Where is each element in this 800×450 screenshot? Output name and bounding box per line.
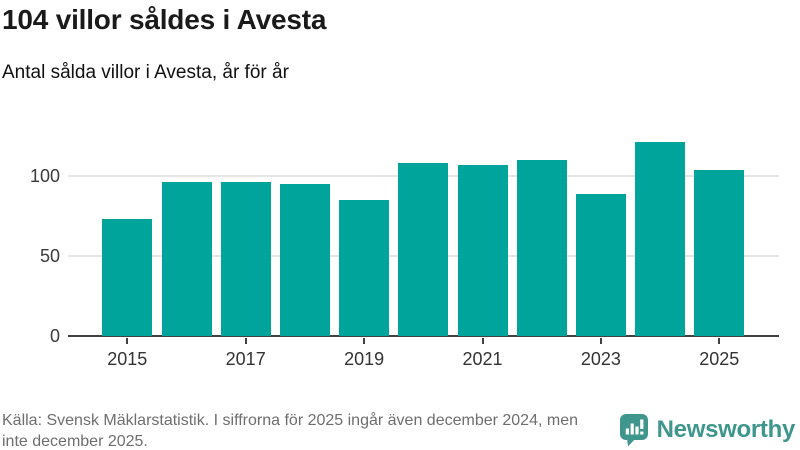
bar-2015 [102,219,153,336]
x-axis-label-2017: 2017 [225,349,266,369]
source-note-line2: inte december 2025. [2,433,148,450]
bar-2022 [516,160,567,336]
x-tick-2023 [599,338,602,344]
bar-2017 [220,182,271,336]
x-axis-line [68,335,779,337]
bar-2023 [575,193,626,336]
bar-2019 [339,200,390,336]
x-tick-2021 [481,338,484,344]
source-note-line1: Källa: Svensk Mäklarstatistik. I siffror… [2,412,578,429]
bar-2021 [457,164,508,336]
y-axis-label-0: 0 [49,326,60,346]
x-tick-2015 [126,338,129,344]
x-axis-label-2025: 2025 [699,349,740,369]
newsworthy-wordmark: Newsworthy [656,416,796,443]
newsworthy-logo: Newsworthy [619,413,795,447]
source-note: Källa: Svensk Mäklarstatistik. I siffror… [2,410,662,450]
bar-chart: 0 50 100 2015 2017 2019 2021 2023 2025 [0,130,800,380]
bar-2024 [635,142,686,336]
bar-2016 [161,182,212,336]
chart-title: 104 villor såldes i Avesta [2,4,327,35]
x-axis-label-2015: 2015 [107,349,148,369]
x-axis-label-2021: 2021 [462,349,503,369]
newsworthy-logo-icon [619,414,648,447]
bar-2018 [279,184,330,336]
bar-2020 [398,163,449,336]
x-axis-label-2023: 2023 [580,349,621,369]
x-tick-2019 [363,338,366,344]
y-axis-label-100: 100 [29,166,60,186]
y-axis-label-50: 50 [39,246,60,266]
x-tick-2025 [718,338,721,344]
x-axis-label-2019: 2019 [344,349,385,369]
bar-2025 [694,169,745,336]
chart-subtitle: Antal sålda villor i Avesta, år för år [2,62,289,83]
x-tick-2017 [244,338,247,344]
